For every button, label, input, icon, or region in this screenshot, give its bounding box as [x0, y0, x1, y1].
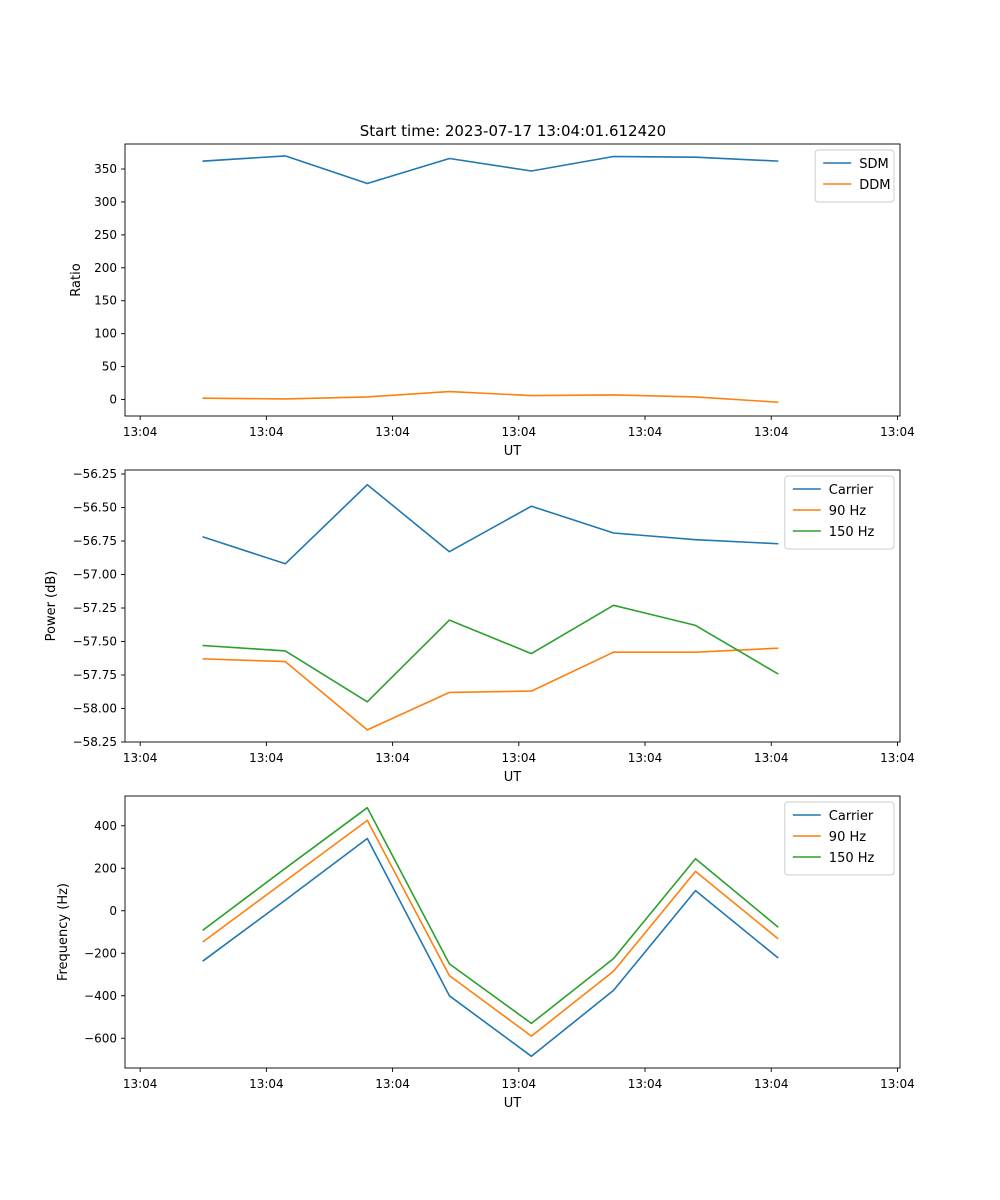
power-y-axis-label: Power (dB): [44, 571, 59, 642]
ratio-axes-frame: [124, 143, 901, 417]
ratio-x-tick-label: 13:04: [754, 425, 789, 439]
frequency-x-tick-label: 13:04: [754, 1077, 789, 1091]
power-legend-label-90-hz: 90 Hz: [829, 504, 866, 519]
power-x-tick-label: 13:04: [249, 751, 284, 765]
power-legend-label-carrier: Carrier: [829, 483, 874, 498]
frequency-x-tick-label: 13:04: [502, 1077, 537, 1091]
ratio-x-tick-label: 13:04: [628, 425, 663, 439]
frequency-x-tick-label: 13:04: [880, 1077, 915, 1091]
frequency-series-150-hz-line: [202, 806, 779, 1025]
power-y-tick-label: −57.25: [73, 601, 117, 615]
ratio-x-tick-label: 13:04: [502, 425, 537, 439]
power-series-90-hz-line: [202, 647, 779, 731]
power-y-tick-label: −57.50: [73, 635, 117, 649]
ratio-x-axis-label: UT: [504, 444, 522, 459]
frequency-y-tick-label: 400: [94, 819, 117, 833]
power-x-tick-label: 13:04: [754, 751, 789, 765]
frequency-axes-frame: [124, 795, 901, 1069]
frequency-legend-label-90-hz: 90 Hz: [829, 830, 866, 845]
frequency-y-tick-label: −600: [84, 1031, 117, 1045]
power-axes-frame: [124, 469, 901, 743]
frequency-legend-label-carrier: Carrier: [829, 809, 874, 824]
ratio-x-tick-label: 13:04: [123, 425, 158, 439]
frequency-series-90-hz-line: [202, 819, 779, 1037]
figure-title: Start time: 2023-07-17 13:04:01.612420: [360, 122, 666, 140]
power-y-tick-label: −57.00: [73, 568, 117, 582]
frequency-y-axis-label: Frequency (Hz): [56, 883, 71, 981]
power-y-tick-label: −56.25: [73, 467, 117, 481]
ratio-y-tick-label: 200: [94, 261, 117, 275]
frequency-series-carrier-line: [202, 837, 779, 1058]
ratio-x-tick-label: 13:04: [375, 425, 410, 439]
ratio-legend-label-sdm: SDM: [859, 157, 888, 172]
ratio-panel: 13:0413:0413:0413:0413:0413:0413:0413:05…: [69, 143, 915, 459]
power-legend-label-150-hz: 150 Hz: [829, 525, 875, 540]
ratio-y-tick-label: 50: [102, 360, 117, 374]
ratio-y-tick-label: 250: [94, 228, 117, 242]
power-y-tick-label: −58.00: [73, 702, 117, 716]
ratio-y-tick-label: 100: [94, 327, 117, 341]
power-y-tick-label: −56.50: [73, 501, 117, 515]
frequency-y-tick-label: 200: [94, 861, 117, 875]
frequency-y-tick-label: 0: [109, 904, 117, 918]
power-x-tick-label: 13:04: [502, 751, 537, 765]
frequency-x-tick-label: 13:04: [249, 1077, 284, 1091]
ratio-y-tick-label: 350: [94, 162, 117, 176]
ratio-series-ddm-line: [202, 390, 779, 404]
power-x-tick-label: 13:04: [628, 751, 663, 765]
power-x-tick-label: 13:04: [375, 751, 410, 765]
ratio-series-sdm-line: [202, 155, 779, 185]
power-y-tick-label: −56.75: [73, 534, 117, 548]
power-y-tick-label: −57.75: [73, 668, 117, 682]
ratio-legend-label-ddm: DDM: [859, 178, 890, 193]
power-x-tick-label: 13:04: [880, 751, 915, 765]
ratio-x-tick-label: 13:04: [880, 425, 915, 439]
frequency-y-tick-label: −400: [84, 989, 117, 1003]
frequency-panel: 13:0413:0413:0413:0413:0413:0413:0413:05…: [56, 795, 915, 1111]
power-series-carrier-line: [202, 483, 779, 565]
frequency-x-tick-label: 13:04: [123, 1077, 158, 1091]
frequency-x-tick-label: 13:04: [375, 1077, 410, 1091]
power-x-axis-label: UT: [504, 770, 522, 785]
power-x-tick-label: 13:04: [123, 751, 158, 765]
frequency-legend-label-150-hz: 150 Hz: [829, 851, 875, 866]
ratio-y-tick-label: 0: [109, 393, 117, 407]
power-panel: 13:0413:0413:0413:0413:0413:0413:0413:05…: [44, 467, 915, 785]
ratio-y-axis-label: Ratio: [69, 263, 84, 296]
power-y-tick-label: −58.25: [73, 735, 117, 749]
ratio-x-tick-label: 13:04: [249, 425, 284, 439]
ratio-y-tick-label: 150: [94, 294, 117, 308]
frequency-x-axis-label: UT: [504, 1096, 522, 1111]
frequency-y-tick-label: −200: [84, 946, 117, 960]
frequency-x-tick-label: 13:04: [628, 1077, 663, 1091]
power-series-150-hz-line: [202, 604, 779, 703]
ratio-y-tick-label: 300: [94, 195, 117, 209]
